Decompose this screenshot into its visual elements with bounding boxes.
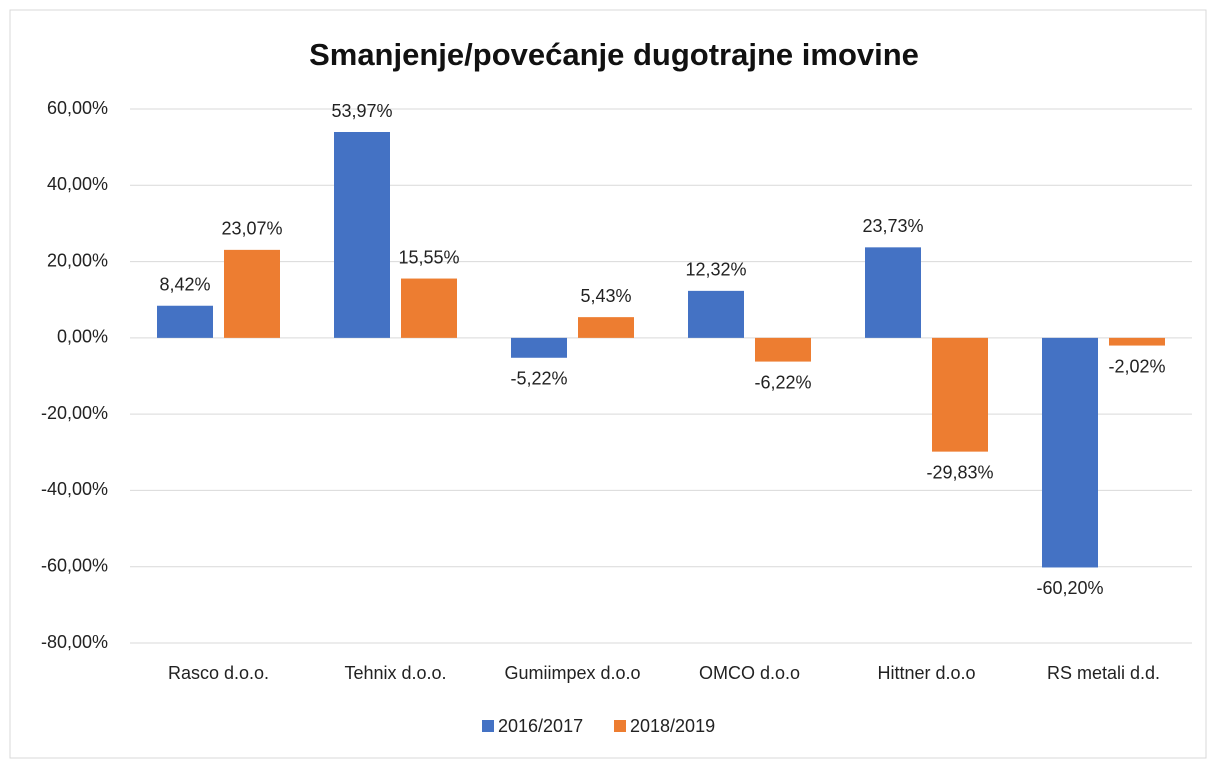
x-tick-label: Hittner d.o.o xyxy=(877,663,975,683)
y-tick-label: -20,00% xyxy=(41,403,108,423)
data-label: 23,73% xyxy=(862,216,923,236)
bar xyxy=(932,337,988,452)
legend-label: 2018/2019 xyxy=(630,716,715,736)
y-tick-label: 0,00% xyxy=(57,327,108,347)
chart-title: Smanjenje/povećanje dugotrajne imovine xyxy=(309,37,919,72)
bar xyxy=(334,132,390,338)
bar xyxy=(1109,337,1165,346)
x-tick-label: Rasco d.o.o. xyxy=(168,663,269,683)
data-label: 53,97% xyxy=(331,101,392,121)
data-label: -29,83% xyxy=(926,462,993,482)
data-label: -6,22% xyxy=(754,372,811,392)
data-label: -5,22% xyxy=(510,369,567,389)
bar xyxy=(511,337,567,358)
bar xyxy=(755,337,811,362)
y-tick-label: -60,00% xyxy=(41,555,108,575)
bar xyxy=(157,305,213,338)
y-tick-label: 60,00% xyxy=(47,98,108,118)
y-tick-label: 40,00% xyxy=(47,174,108,194)
data-label: -2,02% xyxy=(1108,356,1165,376)
bar xyxy=(401,278,457,338)
data-label: 8,42% xyxy=(159,274,210,294)
bar xyxy=(865,247,921,338)
x-tick-label: OMCO d.o.o xyxy=(699,663,800,683)
data-label: 15,55% xyxy=(398,247,459,267)
data-label: 5,43% xyxy=(580,286,631,306)
x-tick-label: Tehnix d.o.o. xyxy=(344,663,446,683)
x-tick-label: RS metali d.d. xyxy=(1047,663,1160,683)
bar xyxy=(578,317,634,338)
data-label: 23,07% xyxy=(221,219,282,239)
x-tick-label: Gumiimpex d.o.o xyxy=(504,663,640,683)
legend-swatch xyxy=(482,720,494,732)
y-tick-label: 20,00% xyxy=(47,250,108,270)
y-tick-label: -40,00% xyxy=(41,479,108,499)
bar xyxy=(1042,337,1098,568)
data-label: -60,20% xyxy=(1036,578,1103,598)
bar xyxy=(688,290,744,338)
chart-border xyxy=(9,9,1207,759)
y-tick-label: -80,00% xyxy=(41,632,108,652)
legend-swatch xyxy=(614,720,626,732)
legend-label: 2016/2017 xyxy=(498,716,583,736)
bar xyxy=(224,249,280,338)
data-label: 12,32% xyxy=(685,260,746,280)
